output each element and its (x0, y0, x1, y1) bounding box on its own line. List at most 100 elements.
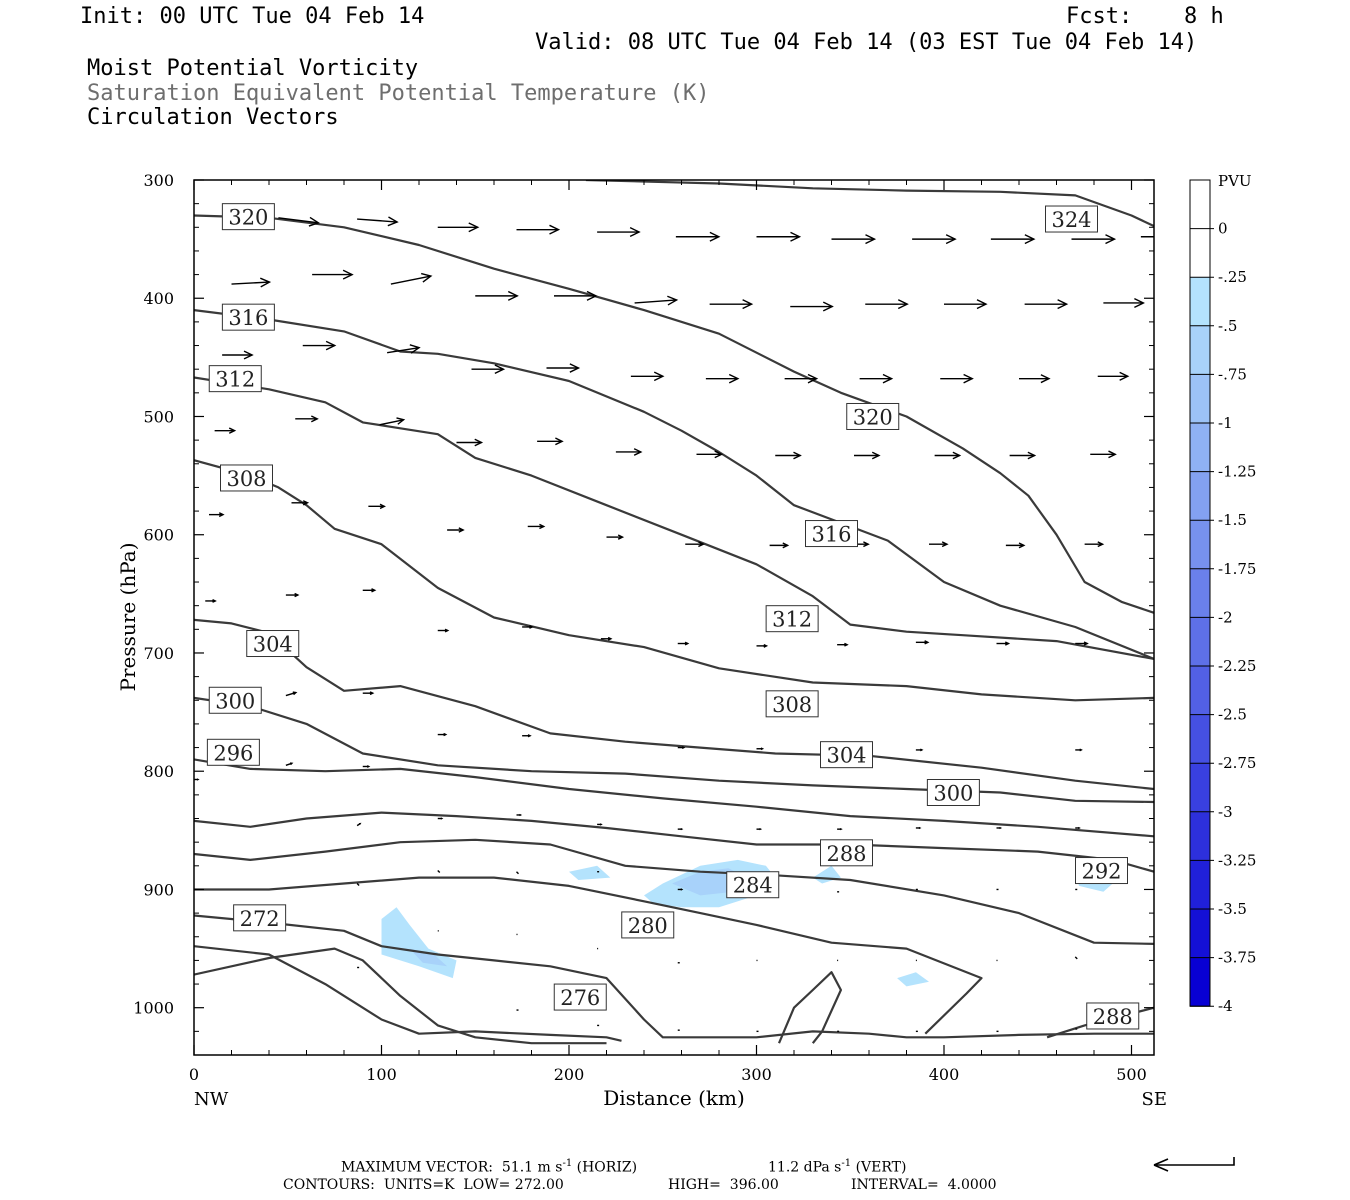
contour-label: 288 (820, 839, 873, 867)
contour-label-text: 300 (933, 782, 973, 806)
circulation-vector (831, 234, 877, 245)
colorbar-swatch (1190, 568, 1210, 618)
colorbar-swatch (1190, 763, 1210, 812)
circulation-vector (222, 350, 254, 360)
contour-label: 304 (820, 741, 873, 769)
colorbar-label: -1.25 (1218, 463, 1256, 481)
circulation-vector (1090, 450, 1117, 459)
x-tick-label: 200 (554, 1065, 585, 1084)
circulation-vector (597, 823, 603, 826)
circulation-vector (677, 828, 684, 831)
circulation-vector (837, 642, 849, 647)
x-right-direction: SE (1142, 1089, 1167, 1110)
circulation-vector (437, 628, 450, 633)
colorbar-swatch (1190, 228, 1210, 278)
contour-label-text: 284 (733, 874, 773, 898)
y-tick-label: 600 (143, 526, 174, 545)
high-value: 396.00 (729, 1177, 779, 1193)
contour-label-text: 316 (228, 306, 268, 330)
interval-value: 4.0000 (947, 1177, 997, 1193)
circulation-vector (685, 541, 705, 548)
y-tick-label: 1000 (133, 999, 174, 1018)
circulation-vector (456, 438, 484, 447)
contour-label-text: 312 (215, 368, 255, 392)
circulation-vector (940, 373, 974, 384)
contour-label-text: 308 (226, 467, 266, 491)
pv-region-6 (897, 972, 929, 987)
colorbar-label: -.5 (1218, 317, 1237, 335)
contour-label-text: 324 (1051, 208, 1091, 232)
contour-label: 324 (1045, 205, 1098, 233)
circulation-vector (756, 643, 769, 648)
circulation-vector (1103, 297, 1145, 308)
colorbar-swatch (1190, 471, 1210, 521)
colorbar-label: 0 (1218, 220, 1228, 238)
contour-label-text: 272 (240, 907, 280, 931)
x-tick-label: 400 (929, 1065, 960, 1084)
colorbar-swatch (1190, 909, 1210, 958)
isentrope-272-14 (777, 971, 842, 1044)
high-line: HIGH= 396.00 (668, 1178, 779, 1192)
low-value: 272.00 (514, 1177, 564, 1193)
max-vector-line: MAXIMUM VECTOR: 51.1 m s-1 (HORIZ) (341, 1159, 637, 1175)
contour-label-text: 320 (853, 405, 893, 429)
circulation-vector (291, 500, 310, 506)
isentrope-312-3 (194, 376, 1154, 660)
colorbar-label: -1.75 (1218, 560, 1256, 578)
circulation-vector (214, 427, 237, 434)
circulation-vector (437, 732, 448, 737)
contour-label: 312 (765, 605, 819, 633)
isentrope-292-8 (194, 811, 1154, 873)
circulation-vector (295, 415, 319, 423)
circulation-vector (709, 299, 754, 310)
circulation-vector (944, 299, 988, 310)
circulation-vectors (194, 216, 1154, 1033)
contour-label: 276 (553, 983, 607, 1011)
colorbar-label: -4 (1218, 997, 1233, 1015)
circulation-vector (437, 222, 480, 233)
circulation-vector (756, 828, 763, 831)
circulation-vector (475, 290, 519, 301)
colorbar-swatch (1190, 325, 1210, 375)
contours-line: CONTOURS: UNITS=K LOW= 272.00 (283, 1178, 564, 1192)
y-tick-label: 500 (143, 407, 174, 426)
contour-label-text: 300 (215, 689, 255, 713)
colorbar-swatch (1190, 714, 1210, 764)
contour-label: 320 (221, 203, 275, 231)
circulation-vector (996, 826, 1003, 830)
y-tick-label: 900 (143, 880, 174, 899)
forecast-label: Fcst: (1066, 4, 1133, 29)
circulation-vector (387, 344, 421, 354)
max-vector-horiz: 51.1 (501, 1159, 534, 1176)
vert-suffix: (VERT) (855, 1159, 907, 1176)
colorbar-label: -1.5 (1218, 511, 1247, 529)
x-axis-title: Distance (km) (603, 1086, 745, 1110)
horiz-exponent: -1 (562, 1158, 573, 1169)
circulation-vector (837, 828, 843, 831)
contour-label: 280 (621, 911, 675, 939)
isentrope-316-2 (194, 309, 1154, 660)
circulation-vector (471, 364, 506, 374)
valid-time: Valid: 08 UTC Tue 04 Feb 14 (03 EST Tue … (535, 30, 1198, 55)
max-vector-vert: 11.2 (768, 1159, 800, 1176)
colorbar-label: -.75 (1218, 365, 1247, 383)
pv-colorbar: 0 -.25 -.5 -.75 -1 -1.25 -1.5 -1.75 -2 -2.25 -2.5 -… (1189, 179, 1256, 1015)
contours-label: CONTOURS: (283, 1177, 375, 1193)
colorbar-swatch (1190, 666, 1210, 715)
x-tick-label: 100 (366, 1065, 397, 1084)
colorbar-label: -2.5 (1218, 706, 1247, 724)
circulation-vector (600, 636, 613, 641)
x-tick-label: 300 (741, 1065, 772, 1084)
circulation-vector (356, 822, 362, 827)
circulation-vector (390, 272, 433, 285)
circulation-vector (285, 691, 298, 697)
init-time: Init: 00 UTC Tue 04 Feb 14 (80, 4, 425, 29)
circulation-vector (1084, 541, 1105, 548)
pv-region-5 (812, 865, 841, 884)
contour-label: 272 (233, 904, 287, 932)
circulation-vector (677, 746, 686, 749)
circulation-vector (1071, 234, 1117, 245)
contour-label: 320 (846, 402, 900, 430)
max-vector-vert-line: 11.2 dPa s-1 (VERT) (768, 1159, 906, 1175)
circulation-vector (912, 234, 957, 245)
